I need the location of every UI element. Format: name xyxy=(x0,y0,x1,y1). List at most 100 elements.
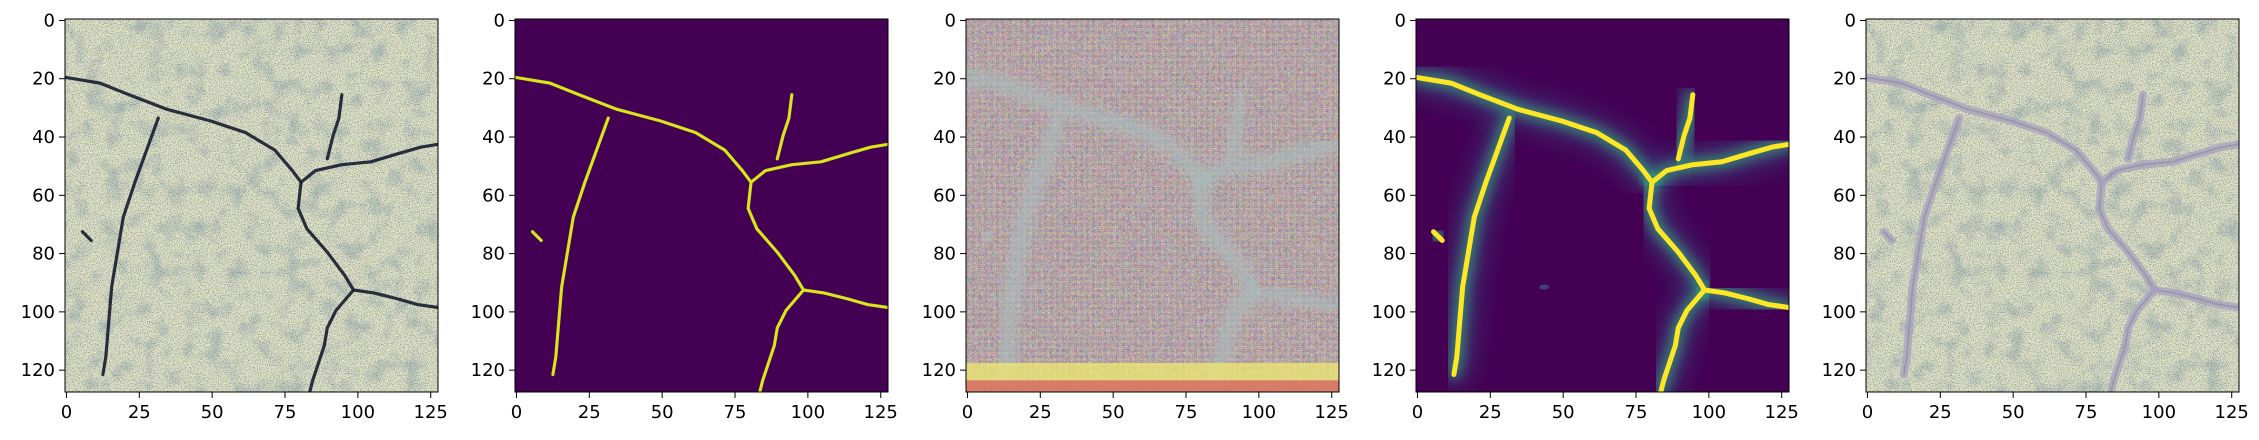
x-tick-label: 0 xyxy=(1412,402,1423,423)
crack-segment xyxy=(980,229,995,243)
x-tick-label: 125 xyxy=(1765,402,1799,423)
y-tick-label: 120 xyxy=(21,360,55,381)
y-tick-label: 0 xyxy=(1845,10,1856,31)
x-tick-label: 125 xyxy=(414,402,448,423)
crack-segment xyxy=(966,74,1205,185)
y-tick-label: 40 xyxy=(1833,127,1856,148)
crack-segment xyxy=(802,288,888,309)
crack-segment xyxy=(531,230,543,242)
x-tick-label: 50 xyxy=(1102,402,1125,423)
x-tick-label: 100 xyxy=(1692,402,1726,423)
crack-segment xyxy=(2095,178,2159,295)
panel-overlay-result: 0 25 50 75 100 125 0 20 40 60 80 100 120 xyxy=(1822,10,2249,423)
crack-segment xyxy=(1451,115,1512,378)
y-tick-label: 20 xyxy=(1383,69,1406,90)
y-tick-label: 0 xyxy=(494,10,505,31)
y-tick-label: 120 xyxy=(1822,360,1856,381)
crack-segment xyxy=(1225,92,1246,162)
crack-segment xyxy=(749,143,888,184)
x-tick-label: 100 xyxy=(1242,402,1276,423)
y-tick-label: 80 xyxy=(482,244,505,265)
y-tick-label: 100 xyxy=(21,302,55,323)
x-tick-label: 50 xyxy=(2002,402,2025,423)
crack-segment xyxy=(747,181,805,292)
x-tick-label: 25 xyxy=(1029,402,1052,423)
crack-segment xyxy=(1866,73,2107,187)
y-tick-label: 60 xyxy=(32,185,55,206)
panel-image xyxy=(515,19,888,392)
crack-segment xyxy=(2124,90,2147,163)
y-tick-label: 120 xyxy=(1372,360,1406,381)
y-tick-label: 100 xyxy=(922,302,956,323)
axes-frame xyxy=(514,18,889,393)
crack-segment xyxy=(1416,74,1655,185)
panel-image xyxy=(1416,19,1789,392)
x-tick-label: 125 xyxy=(864,402,898,423)
crack-segment xyxy=(296,180,356,292)
x-tick-label: 75 xyxy=(1175,402,1198,423)
y-tick-label: 100 xyxy=(471,302,505,323)
surface-grain xyxy=(1866,19,2239,392)
x-tick-label: 0 xyxy=(1862,402,1873,423)
crack-segment xyxy=(1430,229,1445,243)
x-tick-label: 75 xyxy=(724,402,747,423)
y-tick-label: 120 xyxy=(922,360,956,381)
x-tick-label: 100 xyxy=(791,402,825,423)
panel-image xyxy=(65,19,438,392)
x-tick-label: 125 xyxy=(1315,402,1349,423)
synth-bottom-artifact xyxy=(966,380,1339,392)
y-tick-label: 60 xyxy=(1833,185,1856,206)
y-tick-label: 0 xyxy=(945,10,956,31)
y-tick-label: 60 xyxy=(933,185,956,206)
crack-segment xyxy=(758,288,805,392)
x-tick-label: 25 xyxy=(1929,402,1952,423)
y-tick-label: 60 xyxy=(1383,185,1406,206)
crack-segment xyxy=(2150,286,2239,312)
axes-frame xyxy=(965,18,1340,393)
panel-ground-truth-mask: 0 25 50 75 100 125 0 20 40 60 80 100 120 xyxy=(471,10,898,423)
crack-segment xyxy=(1658,287,1707,392)
crack-segment xyxy=(1649,141,1789,185)
axes-frame xyxy=(1865,18,2240,393)
y-tick-label: 80 xyxy=(1383,244,1406,265)
y-tick-label: 20 xyxy=(1833,69,1856,90)
y-tick-label: 20 xyxy=(933,69,956,90)
crack-segment xyxy=(299,142,438,184)
y-tick-label: 100 xyxy=(1372,302,1406,323)
panel-image xyxy=(1866,19,2239,392)
panel-generated-texture: 0 25 50 75 100 125 0 20 40 60 80 100 120 xyxy=(922,10,1349,423)
x-tick-label: 100 xyxy=(2142,402,2176,423)
y-tick-label: 80 xyxy=(1833,244,1856,265)
crack-segment xyxy=(776,93,793,160)
panel-image xyxy=(966,19,1339,392)
panel-predicted-heatmap: 0 25 50 75 100 125 0 20 40 60 80 100 120 xyxy=(1372,10,1799,423)
y-tick-label: 80 xyxy=(32,244,55,265)
crack-segment xyxy=(101,116,160,377)
crack-segment xyxy=(325,93,344,161)
x-tick-label: 75 xyxy=(274,402,297,423)
crack-segment xyxy=(551,116,610,376)
axes-frame xyxy=(1415,18,1790,393)
crack-segment xyxy=(1251,287,1339,310)
crack-segment xyxy=(351,288,438,310)
crack-segment xyxy=(1001,115,1062,378)
x-tick-label: 100 xyxy=(341,402,375,423)
crack-segment xyxy=(1879,227,1897,245)
y-tick-label: 40 xyxy=(32,127,55,148)
crack-segment xyxy=(65,75,303,184)
crack-segment xyxy=(308,288,356,392)
crack-segment xyxy=(1199,141,1339,185)
x-tick-label: 50 xyxy=(1552,402,1575,423)
crack-segment xyxy=(1646,179,1707,293)
axes-frame xyxy=(64,18,439,393)
y-tick-label: 0 xyxy=(44,10,55,31)
x-tick-label: 25 xyxy=(578,402,601,423)
x-tick-label: 0 xyxy=(511,402,522,423)
x-tick-label: 75 xyxy=(1625,402,1648,423)
x-tick-label: 125 xyxy=(2215,402,2249,423)
crack-segment xyxy=(2106,286,2159,392)
crack-segment xyxy=(1899,114,1964,379)
crack-segment xyxy=(80,230,93,243)
